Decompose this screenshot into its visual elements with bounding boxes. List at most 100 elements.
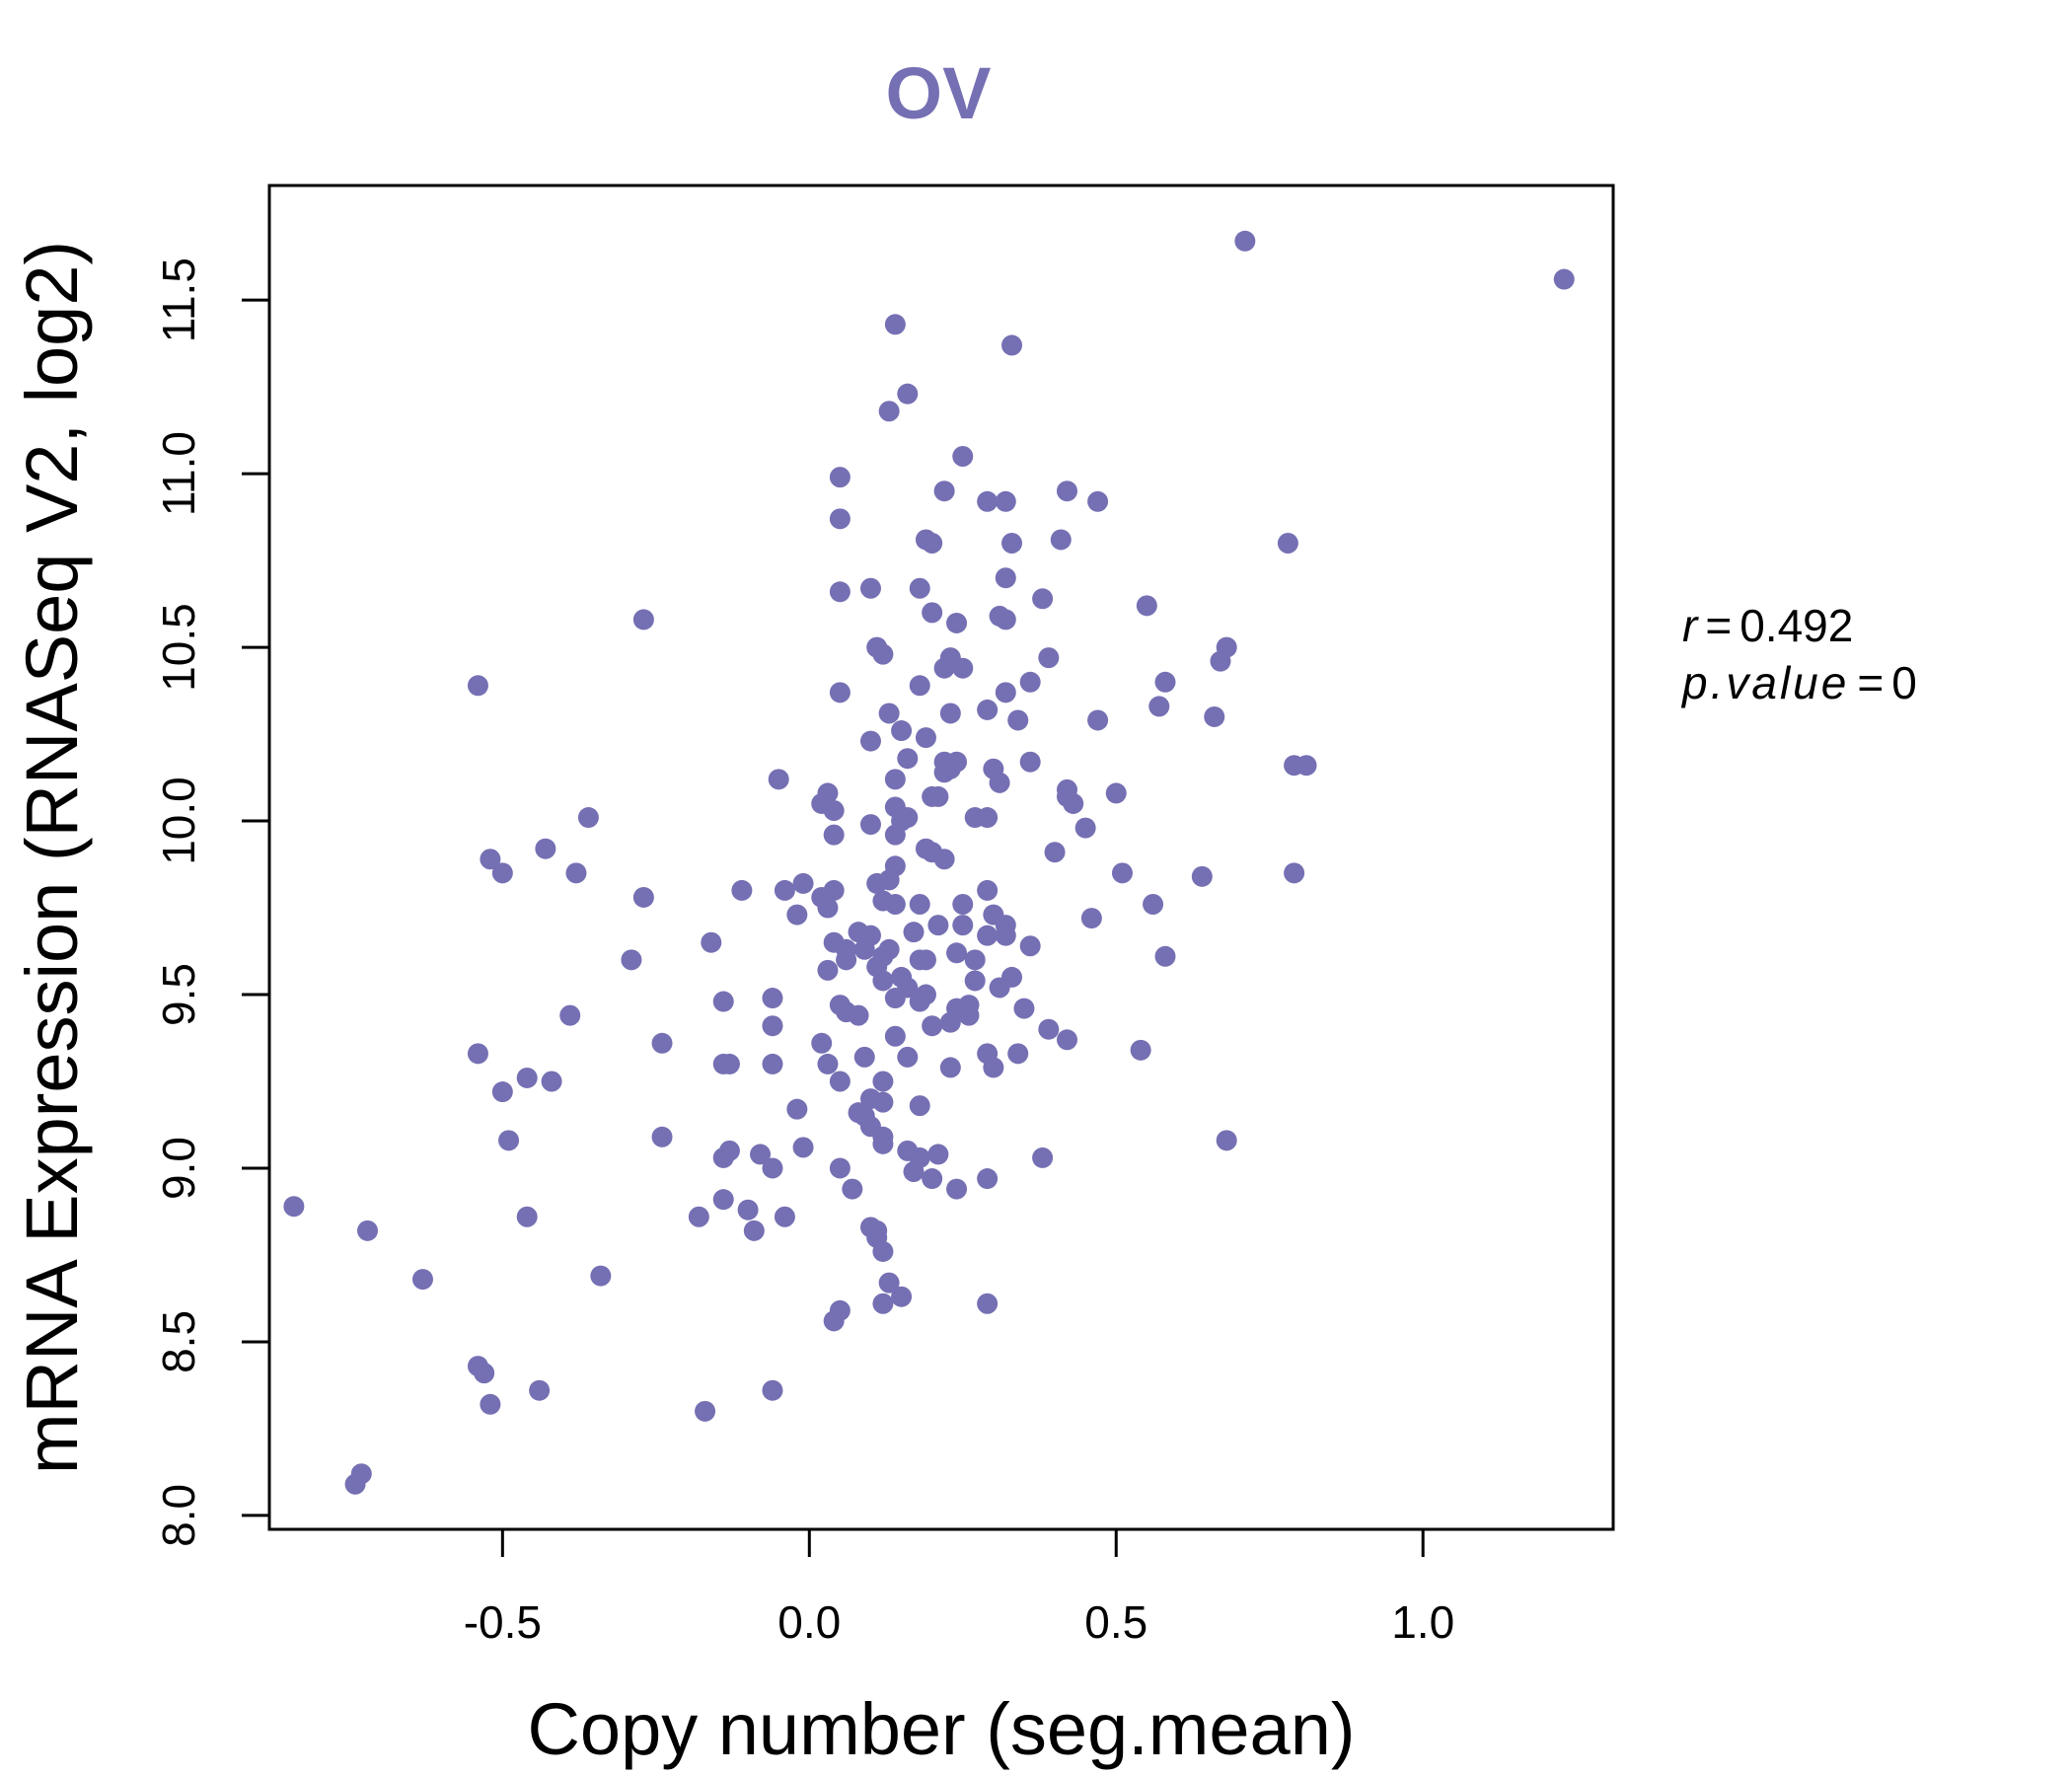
- data-point: [872, 1091, 894, 1113]
- data-point: [1154, 671, 1176, 693]
- data-point: [995, 682, 1016, 703]
- data-point: [762, 1157, 783, 1179]
- data-point: [1277, 532, 1298, 554]
- data-point: [823, 1310, 845, 1332]
- data-point: [927, 1144, 949, 1165]
- data-point: [1216, 1130, 1237, 1151]
- data-point: [866, 872, 888, 894]
- data-point: [1148, 696, 1170, 717]
- data-point: [995, 567, 1016, 589]
- data-point: [859, 730, 881, 752]
- data-point: [829, 682, 851, 703]
- data-point: [1234, 230, 1256, 252]
- data-point: [737, 1199, 759, 1221]
- data-point: [467, 1043, 488, 1065]
- data-point: [1284, 755, 1305, 777]
- data-point: [884, 894, 906, 916]
- x-tick-label: 1.0: [1391, 1596, 1454, 1648]
- data-point: [939, 703, 961, 724]
- data-point: [768, 769, 789, 790]
- data-point: [1019, 671, 1041, 693]
- data-point: [995, 490, 1016, 512]
- data-point: [651, 1032, 673, 1054]
- data-point: [872, 970, 894, 992]
- data-point: [922, 1168, 943, 1190]
- data-point: [632, 609, 654, 630]
- data-point: [891, 720, 913, 742]
- data-point: [762, 1053, 783, 1074]
- data-point: [529, 1379, 551, 1401]
- data-point: [897, 807, 919, 829]
- r-label: r: [1682, 600, 1699, 651]
- data-point: [989, 977, 1010, 999]
- data-point: [559, 1004, 581, 1026]
- data-point: [1007, 1043, 1029, 1065]
- data-point: [983, 1057, 1004, 1078]
- data-point: [829, 1071, 851, 1092]
- data-point: [1063, 792, 1084, 814]
- data-point: [786, 1098, 808, 1120]
- data-point: [897, 1046, 919, 1068]
- data-point: [480, 1393, 501, 1415]
- data-point: [977, 1168, 999, 1190]
- data-point: [712, 1147, 734, 1168]
- data-point: [829, 508, 851, 530]
- data-point: [1074, 817, 1096, 839]
- data-point: [897, 383, 919, 405]
- data-point: [939, 1057, 961, 1078]
- data-point: [480, 849, 501, 870]
- data-point: [786, 904, 808, 925]
- data-point: [651, 1126, 673, 1147]
- p-value: 0: [1891, 657, 1917, 708]
- data-point: [632, 886, 654, 908]
- data-point: [927, 915, 949, 936]
- y-tick-label: 10.5: [153, 603, 204, 692]
- data-point: [909, 577, 930, 599]
- data-point: [467, 675, 488, 697]
- data-point: [577, 807, 599, 829]
- data-point: [884, 769, 906, 790]
- points-layer: [283, 230, 1575, 1495]
- data-point: [1111, 862, 1133, 884]
- data-point: [909, 991, 930, 1012]
- y-tick-label: 8.0: [153, 1484, 204, 1547]
- p-label: p.value: [1680, 657, 1849, 708]
- data-point: [491, 1081, 513, 1103]
- data-point: [903, 922, 925, 943]
- correlation-annotation: r = 0.492 p.value = 0: [1680, 600, 1917, 708]
- data-point: [977, 490, 999, 512]
- data-point: [695, 1400, 716, 1422]
- data-point: [853, 1046, 875, 1068]
- data-point: [1284, 862, 1305, 884]
- data-point: [516, 1206, 538, 1227]
- data-point: [1044, 842, 1066, 863]
- data-point: [1038, 1018, 1060, 1040]
- data-point: [872, 1240, 894, 1262]
- data-point: [823, 824, 845, 846]
- data-point: [977, 807, 999, 829]
- data-point: [1032, 588, 1054, 610]
- data-point: [1553, 268, 1575, 290]
- data-point: [909, 894, 930, 916]
- data-point: [922, 602, 943, 624]
- p-annotation: p.value = 0: [1680, 657, 1917, 708]
- data-point: [774, 879, 795, 901]
- data-point: [357, 1220, 379, 1241]
- data-point: [842, 1178, 863, 1200]
- data-point: [344, 1473, 366, 1495]
- y-tick-label: 11.0: [153, 431, 204, 516]
- data-point: [989, 772, 1010, 793]
- data-point: [1013, 998, 1035, 1019]
- data-point: [817, 1053, 839, 1074]
- data-point: [927, 785, 949, 807]
- data-point: [977, 879, 999, 901]
- data-point: [952, 915, 974, 936]
- data-point: [859, 577, 881, 599]
- data-point: [1154, 945, 1176, 967]
- data-point: [1210, 650, 1231, 672]
- data-point: [1136, 595, 1157, 617]
- data-point: [474, 1363, 495, 1384]
- data-point: [762, 1015, 783, 1037]
- data-point: [878, 703, 900, 724]
- data-point: [1001, 532, 1023, 554]
